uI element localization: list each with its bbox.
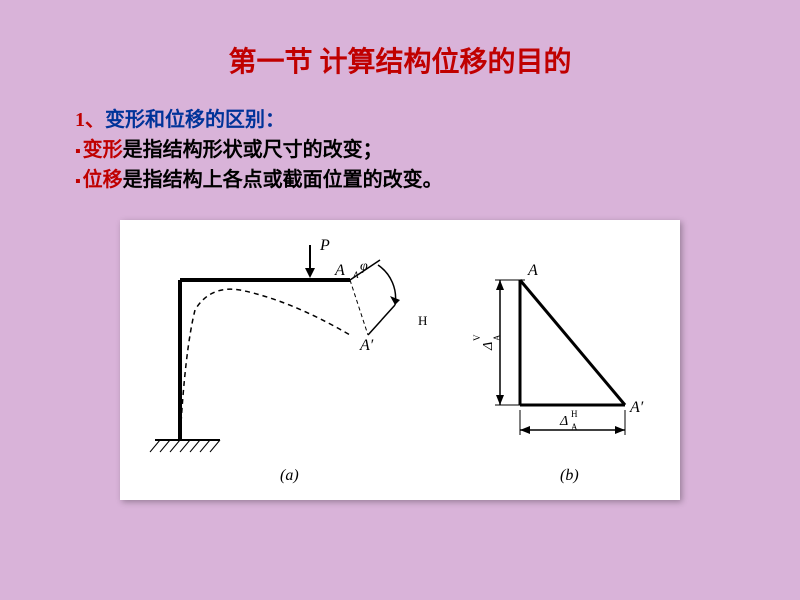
svg-text:A: A (352, 270, 359, 280)
content-block: 1、变形和位移的区别： ▪变形是指结构形状或尺寸的改变； ▪位移是指结构上各点或… (0, 80, 800, 500)
figure: P A A′ φ A H (a) (120, 220, 680, 500)
line2-text: 是指结构形状或尺寸的改变； (123, 139, 383, 161)
label-P: P (319, 237, 330, 254)
line-3: ▪位移是指结构上各点或截面位置的改变。 (75, 165, 725, 195)
svg-text:A: A (571, 422, 578, 432)
label-Aprime: A′ (359, 337, 374, 354)
figure-b: A A′ Δ V A Δ H A (b) (472, 262, 644, 484)
line3-keyword: 位移 (83, 169, 123, 191)
svg-text:Δ: Δ (481, 342, 496, 351)
label-H: H (418, 313, 427, 328)
svg-text:Δ: Δ (559, 414, 568, 429)
label-phi: φ (360, 259, 368, 274)
line2-keyword: 变形 (83, 139, 123, 161)
bullet-icon: ▪ (75, 173, 81, 190)
page-title: 第一节 计算结构位移的目的 (0, 0, 800, 80)
label-b-Aprime: A′ (629, 399, 644, 416)
svg-text:A: A (492, 334, 502, 341)
line-1: 1、变形和位移的区别： (75, 105, 725, 135)
line1-subtitle: 变形和位移的区别： (105, 109, 285, 131)
caption-b: (b) (560, 467, 579, 484)
svg-text:H: H (571, 409, 578, 419)
line-2: ▪变形是指结构形状或尺寸的改变； (75, 135, 725, 165)
label-b-A: A (527, 262, 538, 279)
bullet-icon: ▪ (75, 143, 81, 160)
caption-a: (a) (280, 467, 299, 484)
label-A: A (334, 262, 345, 279)
line3-text: 是指结构上各点或截面位置的改变。 (123, 169, 443, 191)
line1-number: 1、 (75, 109, 105, 131)
svg-text:V: V (472, 334, 482, 341)
figure-a: P A A′ φ A H (a) (150, 237, 427, 484)
